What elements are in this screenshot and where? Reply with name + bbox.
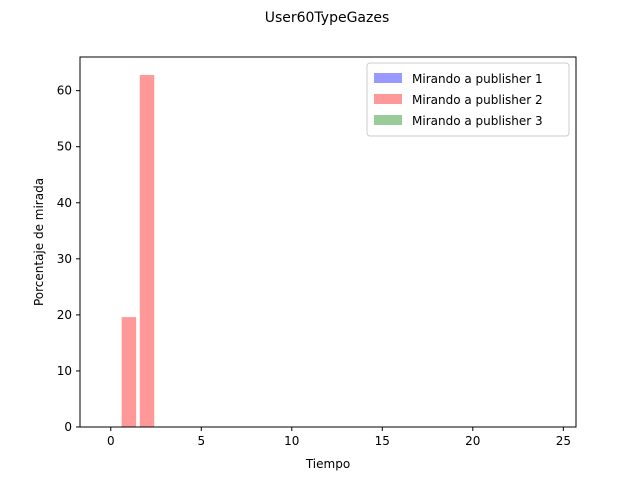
legend-swatch-3 <box>374 115 402 125</box>
x-tick-label: 0 <box>107 434 115 448</box>
y-axis-ticks: 0 10 20 30 40 50 60 <box>57 84 80 434</box>
plot-area-frame <box>79 56 577 428</box>
y-tick-label: 50 <box>57 140 72 154</box>
legend-label-3: Mirando a publisher 3 <box>412 114 543 128</box>
x-axis-label: Tiempo <box>305 457 350 471</box>
legend-swatch-1 <box>374 73 402 83</box>
x-tick-label: 25 <box>556 434 571 448</box>
y-axis-label: Porcentaje de mirada <box>32 178 46 306</box>
chart-title: User60TypeGazes <box>265 10 390 26</box>
y-tick-label: 10 <box>57 364 72 378</box>
y-tick-label: 0 <box>64 420 72 434</box>
y-tick-label: 20 <box>57 308 72 322</box>
x-tick-label: 5 <box>197 434 205 448</box>
x-tick-label: 20 <box>465 434 480 448</box>
y-tick-label: 40 <box>57 196 72 210</box>
legend-label-2: Mirando a publisher 2 <box>412 93 543 107</box>
bar-series2-2 <box>139 74 155 427</box>
y-tick-label: 30 <box>57 252 72 266</box>
legend-swatch-2 <box>374 94 402 104</box>
x-tick-label: 15 <box>375 434 390 448</box>
y-tick-label: 60 <box>57 84 72 98</box>
bar-series2-1 <box>121 317 137 427</box>
x-axis-ticks: 0 5 10 15 20 25 <box>107 427 571 448</box>
legend: Mirando a publisher 1 Mirando a publisher… <box>366 62 570 137</box>
legend-label-1: Mirando a publisher 1 <box>412 72 543 86</box>
bars-layer <box>121 74 155 427</box>
legend-frame <box>366 62 570 137</box>
x-tick-label: 10 <box>284 434 299 448</box>
